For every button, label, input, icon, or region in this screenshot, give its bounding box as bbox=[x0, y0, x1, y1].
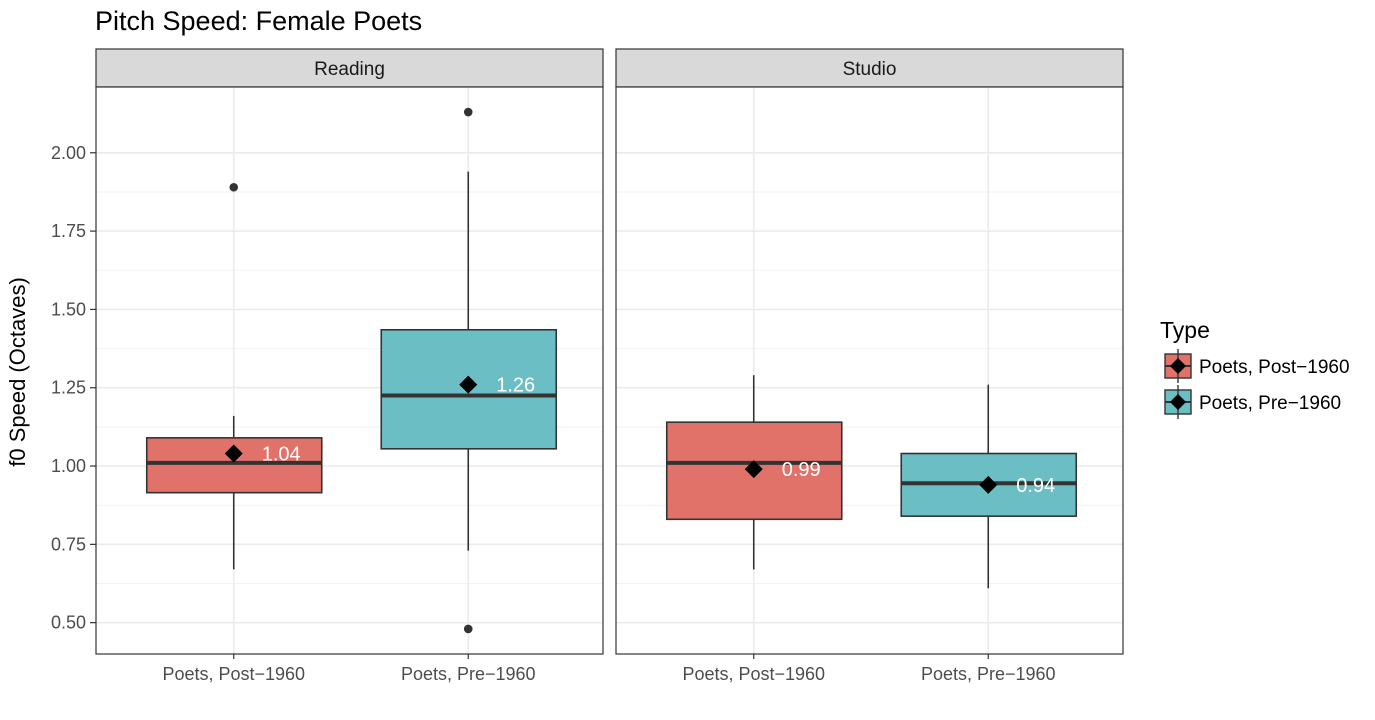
x-tick-label: Poets, Post−1960 bbox=[162, 664, 305, 684]
boxplot: 1.04 bbox=[145, 182, 323, 570]
legend: Type Poets, Post−1960 Poets, Pre−1960 bbox=[1160, 317, 1350, 419]
y-tick-label: 0.75 bbox=[51, 534, 86, 554]
x-tick-label: Poets, Pre−1960 bbox=[921, 664, 1056, 684]
mean-marker bbox=[459, 375, 478, 394]
facet-strip-label: Reading bbox=[314, 59, 385, 80]
chart-title: Pitch Speed: Female Poets bbox=[95, 6, 422, 36]
facet-strip bbox=[95, 48, 604, 88]
y-axis-label: f0 Speed (Octaves) bbox=[5, 277, 30, 467]
legend-key-mean-marker bbox=[1170, 358, 1186, 374]
legend-key-mean-marker bbox=[1170, 394, 1186, 410]
mean-value-label: 1.26 bbox=[496, 375, 535, 397]
mean-marker bbox=[224, 444, 243, 463]
legend-item: Poets, Post−1960 bbox=[1164, 349, 1350, 383]
y-tick-label: 2.00 bbox=[51, 143, 86, 163]
legend-label: Poets, Post−1960 bbox=[1199, 357, 1350, 378]
facet-panel: Reading 1.04 1.26 Poets, Post−1960 Poets, Pr… bbox=[95, 48, 604, 684]
y-tick-label: 1.50 bbox=[51, 299, 86, 319]
mean-marker bbox=[979, 475, 998, 494]
y-tick-label: 1.25 bbox=[51, 378, 86, 398]
x-tick-label: Poets, Post−1960 bbox=[682, 664, 825, 684]
panel-background bbox=[616, 87, 1123, 654]
boxplot: 1.26 bbox=[380, 107, 558, 634]
y-tick-label: 1.00 bbox=[51, 456, 86, 476]
outlier-point bbox=[229, 182, 239, 192]
outlier-point bbox=[463, 107, 473, 117]
y-tick-label: 0.50 bbox=[51, 613, 86, 633]
boxplot: 0.94 bbox=[900, 384, 1078, 589]
panel-border bbox=[615, 86, 1124, 655]
mean-value-label: 0.99 bbox=[782, 459, 821, 481]
legend-title: Type bbox=[1160, 317, 1210, 343]
mean-value-label: 1.04 bbox=[262, 444, 301, 466]
mean-marker bbox=[744, 460, 763, 479]
legend-label: Poets, Pre−1960 bbox=[1199, 393, 1341, 414]
facet-panels: Reading 1.04 1.26 Poets, Post−1960 Poets, Pr… bbox=[95, 48, 1124, 684]
facet-strip-label: Studio bbox=[843, 59, 897, 80]
legend-item: Poets, Pre−1960 bbox=[1164, 385, 1341, 419]
y-tick-label: 1.75 bbox=[51, 221, 86, 241]
facet-panel: Studio 0.99 0.94 Poets, Post−1960 Poets, Pre… bbox=[615, 48, 1124, 684]
outlier-point bbox=[463, 624, 473, 634]
boxplot: 0.99 bbox=[665, 375, 843, 570]
x-tick-label: Poets, Pre−1960 bbox=[401, 664, 536, 684]
mean-value-label: 0.94 bbox=[1016, 475, 1055, 497]
y-axis: 0.50 0.75 1.00 1.25 1.50 1.75 2.00 bbox=[51, 143, 96, 633]
panel-border bbox=[95, 86, 604, 655]
